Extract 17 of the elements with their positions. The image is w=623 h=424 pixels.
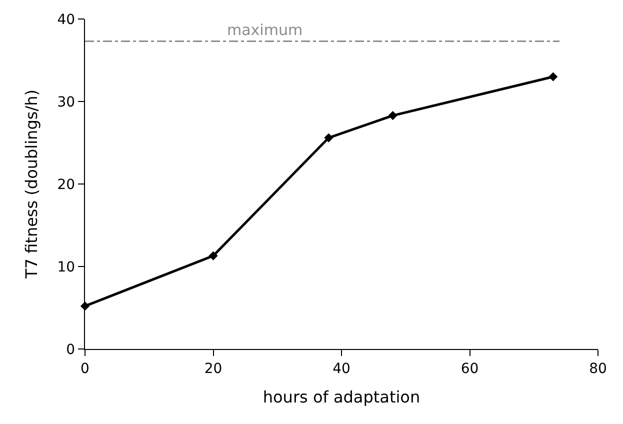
ref-line-label: maximum [227,21,303,39]
point [324,133,334,142]
y-tick-label: 10 [57,259,76,276]
y-axis-title: T7 fitness (doublings/h) [22,90,42,280]
y-tick-label: 40 [57,12,76,28]
y-tick-label: 30 [57,94,76,110]
x-tick-label: 80 [589,360,607,377]
x-tick-label: 0 [80,360,90,377]
x-tick-label: 20 [204,360,222,377]
x-axis-title: hours of adaptation [262,388,420,407]
point [208,251,218,260]
point [388,110,398,120]
point [548,72,558,82]
y-tick-label: 0 [66,342,76,358]
x-tick-label: 60 [460,360,479,377]
y-tick-label: 20 [57,176,76,193]
x-tick-label: 40 [332,360,350,377]
